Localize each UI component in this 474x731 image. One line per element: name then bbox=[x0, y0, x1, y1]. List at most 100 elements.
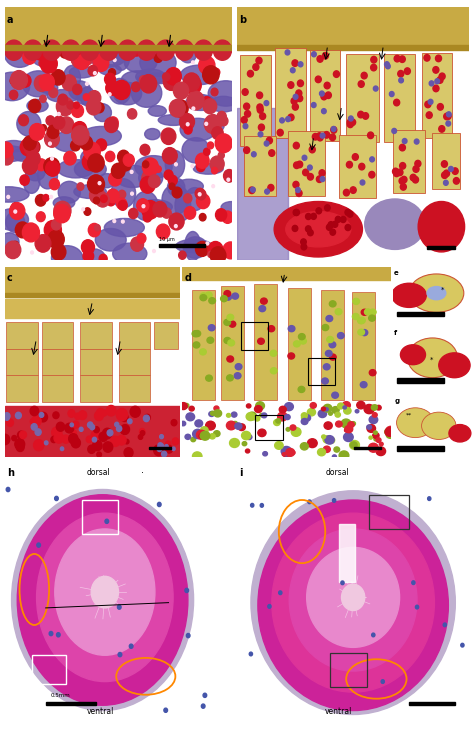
Circle shape bbox=[216, 209, 227, 221]
Circle shape bbox=[28, 140, 40, 154]
Bar bbox=[7, 349, 38, 375]
Circle shape bbox=[341, 419, 351, 428]
Circle shape bbox=[194, 40, 212, 60]
Circle shape bbox=[264, 101, 269, 106]
Circle shape bbox=[34, 75, 49, 91]
Ellipse shape bbox=[175, 191, 191, 221]
Circle shape bbox=[209, 298, 216, 304]
Circle shape bbox=[210, 247, 226, 264]
Circle shape bbox=[141, 38, 154, 52]
Circle shape bbox=[86, 99, 101, 115]
Circle shape bbox=[163, 72, 179, 91]
Circle shape bbox=[160, 435, 164, 439]
Bar bbox=[397, 379, 444, 383]
Circle shape bbox=[293, 162, 300, 169]
Circle shape bbox=[128, 39, 144, 56]
Ellipse shape bbox=[84, 249, 105, 268]
Circle shape bbox=[361, 72, 367, 79]
Circle shape bbox=[47, 125, 59, 138]
Circle shape bbox=[293, 210, 299, 216]
Circle shape bbox=[293, 181, 299, 188]
Circle shape bbox=[293, 94, 298, 99]
Circle shape bbox=[128, 208, 138, 219]
Circle shape bbox=[398, 70, 404, 77]
Bar bbox=[339, 523, 356, 582]
Circle shape bbox=[352, 154, 358, 160]
Circle shape bbox=[34, 439, 44, 451]
Circle shape bbox=[58, 94, 68, 105]
Circle shape bbox=[435, 79, 439, 84]
Circle shape bbox=[12, 241, 18, 249]
Ellipse shape bbox=[148, 106, 166, 116]
Circle shape bbox=[110, 436, 120, 447]
Circle shape bbox=[116, 409, 128, 421]
Circle shape bbox=[44, 158, 60, 175]
Circle shape bbox=[15, 439, 25, 450]
Circle shape bbox=[393, 99, 400, 106]
Bar bbox=[288, 288, 311, 400]
Circle shape bbox=[173, 83, 189, 99]
Circle shape bbox=[302, 155, 307, 160]
Circle shape bbox=[291, 428, 301, 436]
Circle shape bbox=[60, 47, 70, 58]
Circle shape bbox=[302, 169, 309, 175]
Circle shape bbox=[203, 66, 219, 84]
Circle shape bbox=[169, 99, 185, 117]
Circle shape bbox=[53, 412, 59, 419]
Circle shape bbox=[328, 221, 334, 228]
Text: d: d bbox=[184, 273, 191, 282]
Circle shape bbox=[274, 442, 283, 450]
Circle shape bbox=[165, 67, 181, 85]
Circle shape bbox=[322, 435, 326, 439]
Circle shape bbox=[286, 428, 290, 431]
Circle shape bbox=[172, 438, 179, 445]
Circle shape bbox=[84, 143, 100, 161]
Circle shape bbox=[7, 419, 13, 426]
Circle shape bbox=[155, 166, 161, 173]
Circle shape bbox=[90, 187, 105, 204]
Ellipse shape bbox=[136, 69, 165, 84]
Circle shape bbox=[65, 423, 74, 433]
Circle shape bbox=[118, 40, 137, 60]
Circle shape bbox=[183, 194, 192, 203]
Circle shape bbox=[260, 414, 264, 417]
Circle shape bbox=[374, 438, 377, 441]
Circle shape bbox=[113, 219, 116, 222]
Circle shape bbox=[437, 77, 443, 83]
Circle shape bbox=[192, 330, 199, 337]
Circle shape bbox=[323, 446, 330, 452]
Circle shape bbox=[371, 64, 377, 71]
Circle shape bbox=[347, 211, 353, 217]
Circle shape bbox=[245, 110, 251, 117]
Circle shape bbox=[228, 340, 235, 346]
Circle shape bbox=[71, 438, 81, 448]
Circle shape bbox=[218, 152, 224, 159]
Circle shape bbox=[341, 581, 344, 585]
Circle shape bbox=[348, 116, 353, 121]
Circle shape bbox=[412, 176, 419, 183]
Circle shape bbox=[415, 160, 421, 167]
Circle shape bbox=[121, 220, 124, 223]
Bar bbox=[310, 50, 340, 141]
Circle shape bbox=[200, 431, 210, 440]
Ellipse shape bbox=[158, 115, 189, 126]
Circle shape bbox=[326, 350, 332, 357]
Circle shape bbox=[197, 194, 210, 208]
Circle shape bbox=[18, 115, 28, 126]
Circle shape bbox=[142, 170, 155, 185]
Bar bbox=[241, 322, 268, 350]
Circle shape bbox=[67, 49, 77, 60]
Circle shape bbox=[56, 423, 64, 431]
Circle shape bbox=[321, 407, 326, 411]
Circle shape bbox=[438, 104, 443, 110]
Circle shape bbox=[358, 81, 364, 87]
Circle shape bbox=[120, 425, 129, 434]
Circle shape bbox=[41, 45, 55, 62]
Circle shape bbox=[52, 427, 62, 438]
Circle shape bbox=[224, 319, 230, 325]
Circle shape bbox=[301, 418, 308, 425]
Ellipse shape bbox=[95, 229, 126, 251]
Circle shape bbox=[281, 447, 292, 456]
Circle shape bbox=[124, 448, 133, 458]
Ellipse shape bbox=[64, 66, 81, 91]
